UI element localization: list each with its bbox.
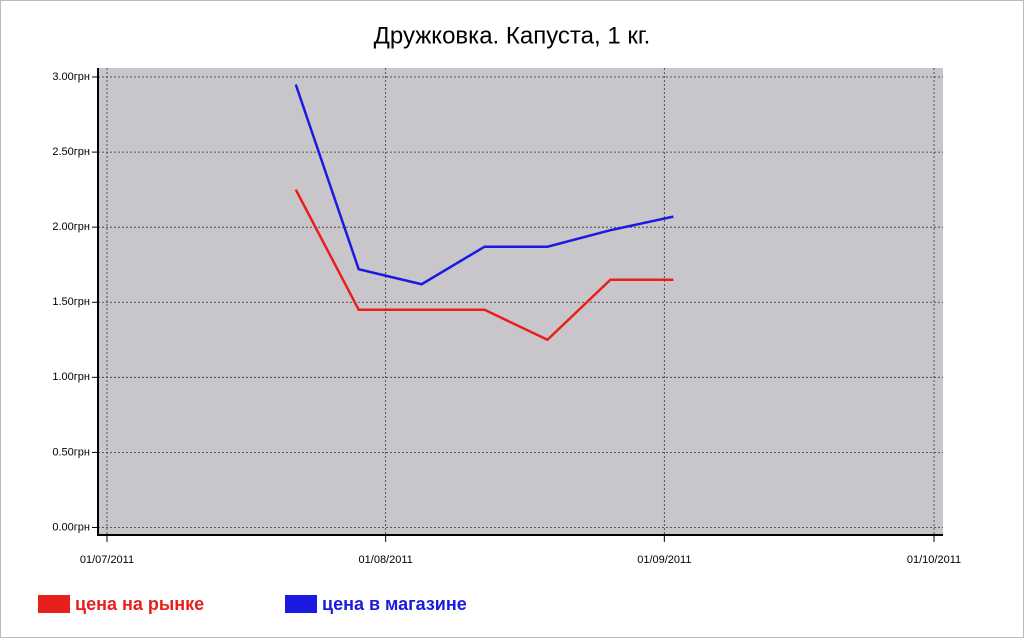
y-tick-label: 2.50грн [52, 146, 90, 158]
legend-label: цена в магазине [322, 594, 467, 614]
plot-area [98, 68, 943, 535]
legend-swatch [285, 595, 317, 613]
x-tick-label: 01/10/2011 [907, 554, 961, 566]
y-tick-label: 1.00грн [52, 371, 90, 383]
y-tick-label: 0.00грн [52, 521, 90, 533]
chart-title: Дружковка. Капуста, 1 кг. [374, 22, 651, 49]
y-tick-label: 2.00грн [52, 221, 90, 233]
x-tick-label: 01/09/2011 [637, 554, 691, 566]
x-tick-label: 01/08/2011 [359, 554, 413, 566]
legend-label: цена на рынке [75, 594, 204, 614]
y-tick-label: 1.50грн [52, 296, 90, 308]
x-tick-label: 01/07/2011 [80, 554, 134, 566]
line [294, 84, 674, 286]
line [294, 189, 674, 342]
y-tick-label: 0.50грн [52, 446, 90, 458]
legend-swatch [38, 595, 70, 613]
y-tick-label: 3.00грн [52, 71, 90, 83]
